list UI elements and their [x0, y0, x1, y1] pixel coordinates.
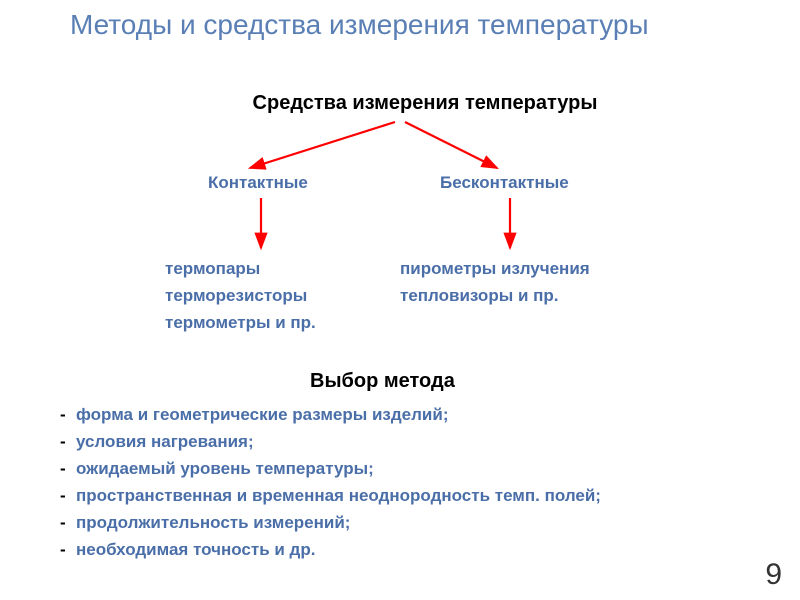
- slide: Методы и средства измерения температуры …: [0, 0, 800, 600]
- subheader-choice: Выбор метода: [310, 370, 455, 393]
- bullet-item: продолжительность измерений;: [76, 513, 601, 533]
- subheader-means: Средства измерения температуры: [235, 92, 615, 115]
- slide-title: Методы и средства измерения температуры: [70, 10, 690, 41]
- bullet-item: пространственная и временная неоднородно…: [76, 486, 601, 506]
- bullet-item: условия нагревания;: [76, 432, 601, 452]
- edge-root-contact: [250, 122, 395, 168]
- leaf-contact-list: термопары терморезисторы термометры и пр…: [165, 255, 316, 337]
- bullet-item: форма и геометрические размеры изделий;: [76, 405, 601, 425]
- leaf-noncontact-list: пирометры излучения тепловизоры и пр.: [400, 255, 590, 309]
- node-contact: Контактные: [208, 173, 308, 193]
- edge-root-noncontact: [405, 122, 497, 168]
- node-noncontact: Бесконтактные: [440, 173, 569, 193]
- leaf-item: термопары: [165, 255, 316, 282]
- bullets-list: форма и геометрические размеры изделий; …: [60, 405, 601, 567]
- leaf-item: термометры и пр.: [165, 309, 316, 336]
- page-number: 9: [765, 558, 782, 592]
- bullet-item: необходимая точность и др.: [76, 540, 601, 560]
- bullet-item: ожидаемый уровень температуры;: [76, 459, 601, 479]
- leaf-item: терморезисторы: [165, 282, 316, 309]
- leaf-item: пирометры излучения: [400, 255, 590, 282]
- leaf-item: тепловизоры и пр.: [400, 282, 590, 309]
